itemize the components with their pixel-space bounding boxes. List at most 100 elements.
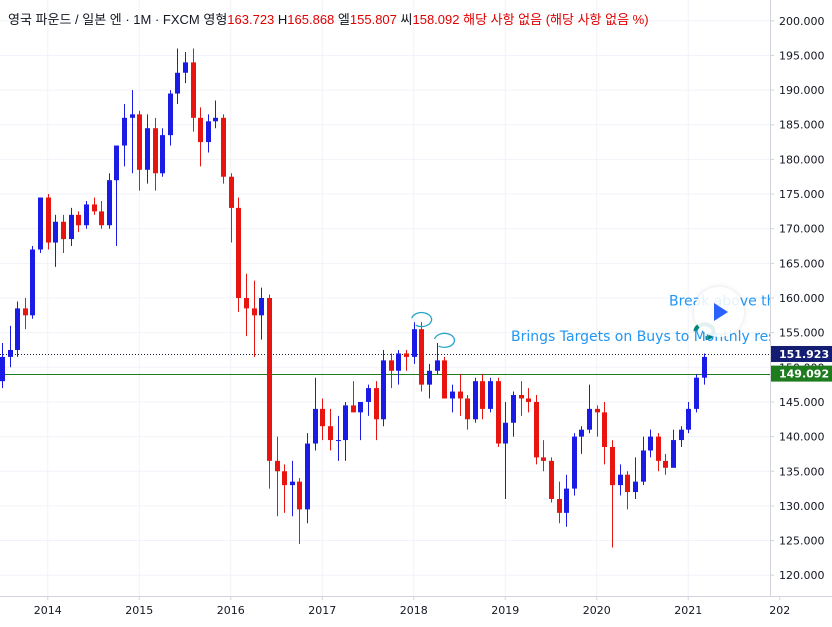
candle-2014-03[interactable] bbox=[61, 214, 66, 253]
candle-2018-06[interactable] bbox=[450, 384, 455, 413]
candle-2018-12[interactable] bbox=[496, 377, 501, 447]
candle-2019-11[interactable] bbox=[579, 426, 584, 454]
candle-2017-04[interactable] bbox=[343, 401, 348, 461]
annotation-targets[interactable]: Brings Targets on Buys to Monthly resis bbox=[511, 329, 787, 345]
candle-2018-09[interactable] bbox=[473, 377, 478, 423]
candle-2015-08[interactable] bbox=[191, 48, 196, 132]
candle-2018-08[interactable] bbox=[465, 395, 470, 430]
candle-2016-01[interactable] bbox=[229, 173, 234, 243]
candle-2021-03[interactable] bbox=[702, 353, 707, 385]
candle-2014-11[interactable] bbox=[122, 103, 127, 167]
candle-2021-01[interactable] bbox=[686, 401, 691, 434]
candle-2015-02[interactable] bbox=[145, 114, 150, 184]
candle-2017-09[interactable] bbox=[381, 349, 386, 427]
candle-2019-10[interactable] bbox=[572, 433, 577, 496]
candle-2016-08[interactable] bbox=[282, 464, 287, 513]
candle-2013-08[interactable] bbox=[8, 325, 13, 368]
candle-2015-05[interactable] bbox=[168, 90, 173, 146]
candle-2020-10[interactable] bbox=[663, 453, 668, 475]
candle-2014-02[interactable] bbox=[53, 214, 58, 267]
candle-2017-01[interactable] bbox=[320, 398, 325, 441]
candle-2018-07[interactable] bbox=[458, 374, 463, 416]
candle-2020-09[interactable] bbox=[656, 433, 661, 472]
candle-2016-12[interactable] bbox=[313, 377, 318, 451]
candle-2015-06[interactable] bbox=[175, 48, 180, 104]
candle-2015-07[interactable] bbox=[183, 51, 188, 84]
candle-2020-01[interactable] bbox=[595, 405, 600, 437]
candle-2018-01[interactable] bbox=[412, 322, 417, 364]
candle-2015-11[interactable] bbox=[213, 100, 218, 129]
candle-2015-01[interactable] bbox=[137, 110, 142, 191]
candle-2014-05[interactable] bbox=[76, 211, 81, 233]
candle-2013-11[interactable] bbox=[30, 246, 35, 319]
candle-2015-04[interactable] bbox=[160, 128, 165, 177]
circle-2018-04[interactable] bbox=[433, 332, 456, 348]
candle-2020-11[interactable] bbox=[671, 429, 676, 468]
candle-2016-05[interactable] bbox=[259, 287, 264, 340]
candle-2018-02[interactable] bbox=[419, 322, 424, 392]
candle-2020-08[interactable] bbox=[648, 429, 653, 458]
candle-2020-02[interactable] bbox=[602, 401, 607, 465]
candle-2015-03[interactable] bbox=[153, 117, 158, 191]
candle-2016-04[interactable] bbox=[252, 280, 257, 357]
candle-2016-09[interactable] bbox=[290, 460, 295, 517]
candle-2017-07[interactable] bbox=[366, 384, 371, 416]
candle-2017-02[interactable] bbox=[328, 408, 333, 451]
candle-2014-01[interactable] bbox=[46, 194, 51, 250]
candle-2013-07[interactable] bbox=[0, 343, 5, 389]
symbol-title[interactable]: 영국 파운드 / 일본 엔 · 1M · FXCM bbox=[8, 12, 200, 27]
candle-2017-12[interactable] bbox=[404, 349, 409, 371]
candle-2019-08[interactable] bbox=[557, 481, 562, 524]
candle-2013-09[interactable] bbox=[15, 301, 20, 357]
candle-2019-04[interactable] bbox=[526, 388, 531, 413]
candle-2021-02[interactable] bbox=[694, 374, 699, 413]
candle-2014-07[interactable] bbox=[92, 197, 97, 215]
candle-2019-01[interactable] bbox=[503, 401, 508, 499]
candle-2014-12[interactable] bbox=[130, 90, 135, 174]
play-button[interactable] bbox=[694, 287, 744, 337]
candle-2013-10[interactable] bbox=[23, 298, 28, 330]
candle-2019-05[interactable] bbox=[534, 395, 539, 465]
candle-2015-12[interactable] bbox=[221, 114, 226, 184]
candle-2018-03[interactable] bbox=[427, 363, 432, 399]
candle-2014-04[interactable] bbox=[69, 207, 74, 247]
candle-2014-09[interactable] bbox=[107, 173, 112, 229]
candle-2018-04[interactable] bbox=[435, 343, 440, 375]
candle-2019-03[interactable] bbox=[519, 381, 524, 416]
candle-2016-06[interactable] bbox=[267, 294, 272, 489]
candle-2014-10[interactable] bbox=[114, 145, 119, 247]
candle-2016-11[interactable] bbox=[305, 433, 310, 524]
candle-2020-03[interactable] bbox=[610, 440, 615, 548]
candle-2019-06[interactable] bbox=[541, 440, 546, 472]
candle-2013-12[interactable] bbox=[38, 197, 43, 253]
candle-2015-10[interactable] bbox=[206, 114, 211, 153]
candle-2017-05[interactable] bbox=[351, 381, 356, 413]
candle-2020-12[interactable] bbox=[679, 426, 684, 447]
candle-2018-11[interactable] bbox=[488, 377, 493, 413]
candle-2017-10[interactable] bbox=[389, 353, 394, 389]
candle-2016-07[interactable] bbox=[275, 436, 280, 517]
candle-2017-11[interactable] bbox=[396, 349, 401, 385]
candle-2019-02[interactable] bbox=[511, 391, 516, 437]
candle-2017-08[interactable] bbox=[374, 381, 379, 441]
candle-2016-03[interactable] bbox=[244, 273, 249, 337]
candle-2020-04[interactable] bbox=[618, 464, 623, 496]
candle-2018-10[interactable] bbox=[480, 374, 485, 420]
time-axis-bg[interactable] bbox=[0, 596, 770, 622]
candle-2017-06[interactable] bbox=[358, 401, 363, 441]
candle-2020-06[interactable] bbox=[633, 457, 638, 499]
price-axis-bg[interactable] bbox=[770, 0, 832, 622]
candle-2015-09[interactable] bbox=[198, 107, 203, 167]
candle-2017-03[interactable] bbox=[336, 415, 341, 461]
circle-2018-01[interactable] bbox=[411, 311, 433, 328]
candle-2018-05[interactable] bbox=[442, 356, 447, 399]
candle-2019-12[interactable] bbox=[587, 384, 592, 434]
candle-2019-09[interactable] bbox=[564, 474, 569, 527]
candle-2014-08[interactable] bbox=[99, 200, 104, 229]
candle-2020-05[interactable] bbox=[625, 471, 630, 510]
candle-2019-07[interactable] bbox=[549, 457, 554, 503]
candle-2016-02[interactable] bbox=[236, 197, 241, 312]
candle-2020-07[interactable] bbox=[641, 436, 646, 486]
